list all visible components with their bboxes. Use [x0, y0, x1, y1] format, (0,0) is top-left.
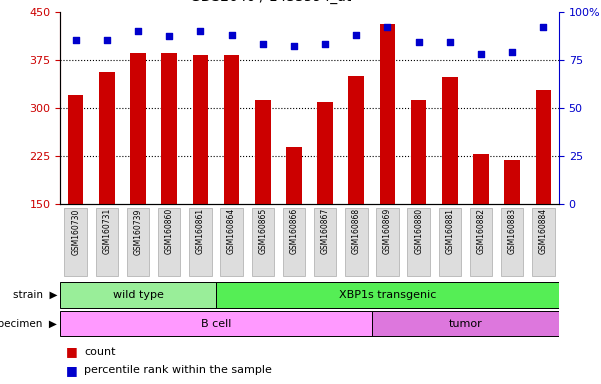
Text: GDS2640 / 1433594_at: GDS2640 / 1433594_at — [190, 0, 351, 4]
Bar — [68, 95, 84, 204]
Point — [476, 51, 486, 57]
Text: ■: ■ — [66, 364, 82, 377]
Bar — [60, 311, 372, 336]
Text: GSM160883: GSM160883 — [508, 208, 517, 254]
Bar — [411, 100, 427, 204]
Point — [383, 24, 392, 30]
Text: GSM160868: GSM160868 — [352, 208, 361, 254]
Point — [71, 37, 81, 43]
Text: XBP1s transgenic: XBP1s transgenic — [339, 290, 436, 300]
Bar — [192, 55, 208, 204]
Text: GSM160860: GSM160860 — [165, 208, 174, 254]
Bar — [380, 24, 395, 204]
FancyBboxPatch shape — [252, 208, 274, 276]
Point — [320, 41, 330, 47]
Point — [258, 41, 267, 47]
Text: wild type: wild type — [112, 290, 163, 300]
Bar — [99, 72, 115, 204]
Text: GSM160867: GSM160867 — [320, 208, 329, 254]
FancyBboxPatch shape — [282, 208, 305, 276]
Text: tumor: tumor — [448, 318, 482, 329]
FancyBboxPatch shape — [189, 208, 212, 276]
Bar — [255, 100, 270, 204]
Text: GSM160861: GSM160861 — [196, 208, 205, 254]
Text: GSM160731: GSM160731 — [102, 208, 111, 254]
Bar — [60, 282, 216, 308]
Bar — [473, 154, 489, 204]
Bar — [216, 282, 559, 308]
Bar — [162, 53, 177, 204]
FancyBboxPatch shape — [439, 208, 461, 276]
Text: GSM160882: GSM160882 — [477, 208, 486, 254]
Text: strain  ▶: strain ▶ — [13, 290, 57, 300]
Bar — [535, 89, 551, 204]
Point — [165, 33, 174, 40]
Text: GSM160881: GSM160881 — [445, 208, 454, 254]
Text: GSM160865: GSM160865 — [258, 208, 267, 254]
Text: GSM160866: GSM160866 — [290, 208, 299, 254]
Point — [133, 28, 143, 34]
Bar — [286, 147, 302, 204]
FancyBboxPatch shape — [221, 208, 243, 276]
Point — [102, 37, 112, 43]
Text: specimen  ▶: specimen ▶ — [0, 318, 57, 329]
FancyBboxPatch shape — [158, 208, 180, 276]
FancyBboxPatch shape — [532, 208, 555, 276]
Point — [507, 49, 517, 55]
FancyBboxPatch shape — [64, 208, 87, 276]
FancyBboxPatch shape — [127, 208, 149, 276]
Text: GSM160730: GSM160730 — [71, 208, 80, 255]
Bar — [130, 53, 146, 204]
Bar — [349, 76, 364, 204]
Point — [414, 39, 424, 45]
Text: GSM160739: GSM160739 — [133, 208, 142, 255]
FancyBboxPatch shape — [314, 208, 337, 276]
FancyBboxPatch shape — [407, 208, 430, 276]
Bar — [504, 160, 520, 204]
Point — [445, 39, 454, 45]
FancyBboxPatch shape — [376, 208, 398, 276]
Bar — [224, 55, 239, 204]
Text: GSM160864: GSM160864 — [227, 208, 236, 254]
FancyBboxPatch shape — [501, 208, 523, 276]
Bar — [372, 311, 559, 336]
Text: GSM160884: GSM160884 — [539, 208, 548, 254]
Bar — [442, 77, 457, 204]
Text: GSM160869: GSM160869 — [383, 208, 392, 254]
Text: ■: ■ — [66, 345, 82, 358]
Bar — [317, 103, 333, 204]
FancyBboxPatch shape — [96, 208, 118, 276]
Text: percentile rank within the sample: percentile rank within the sample — [84, 365, 272, 375]
FancyBboxPatch shape — [470, 208, 492, 276]
Text: GSM160880: GSM160880 — [414, 208, 423, 254]
Point — [289, 43, 299, 49]
Point — [195, 28, 205, 34]
Point — [227, 31, 236, 38]
FancyBboxPatch shape — [345, 208, 367, 276]
Point — [538, 24, 548, 30]
Text: B cell: B cell — [201, 318, 231, 329]
Text: count: count — [84, 347, 115, 357]
Point — [352, 31, 361, 38]
